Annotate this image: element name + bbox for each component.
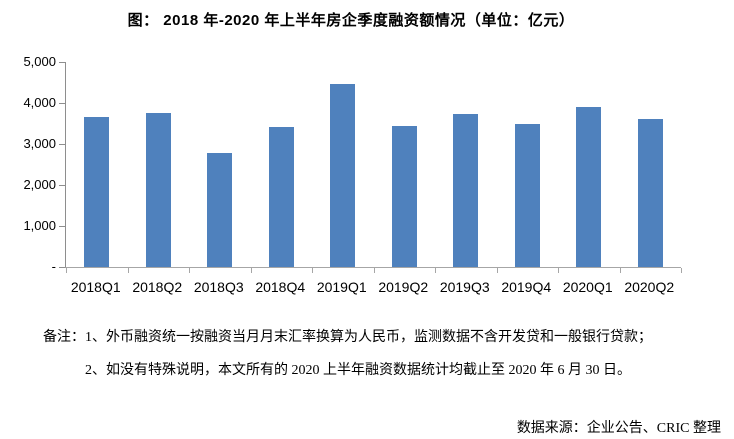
bar-2020Q1 (576, 107, 602, 267)
y-tick-mark-3000 (59, 144, 65, 145)
y-tick-label-2000: 2,000 (23, 177, 56, 192)
x-category-label-2018Q2: 2018Q2 (132, 279, 183, 295)
x-tick-mark-10 (681, 268, 682, 273)
x-tick-mark-2 (189, 268, 190, 273)
x-category-label-2018Q1: 2018Q1 (70, 279, 121, 295)
y-tick-mark-2000 (59, 185, 65, 186)
bar-2019Q1 (330, 84, 356, 267)
x-category-label-2018Q3: 2018Q3 (193, 279, 244, 295)
bar-2018Q3 (207, 153, 233, 267)
plot-area (59, 62, 682, 273)
y-tick-mark-1000 (59, 226, 65, 227)
x-category-label-2019Q4: 2019Q4 (501, 279, 552, 295)
x-tick-mark-4 (312, 268, 313, 273)
bar-2019Q4 (514, 123, 540, 267)
y-tick-mark-4000 (59, 103, 65, 104)
bar-2018Q1 (84, 116, 110, 267)
y-tick-mark-5000 (59, 62, 65, 63)
y-tick-label-3000: 3,000 (23, 136, 56, 151)
x-category-label-2018Q4: 2018Q4 (255, 279, 306, 295)
y-tick-label-1000: 1,000 (23, 218, 56, 233)
y-tick-mark-0 (59, 267, 65, 268)
x-tick-mark-1 (127, 268, 129, 273)
y-tick-label-4000: 4,000 (23, 95, 56, 110)
x-category-label-2019Q1: 2019Q1 (316, 279, 367, 295)
bar-2018Q4 (268, 127, 294, 267)
x-tick-mark-3 (250, 268, 252, 273)
bar-2020Q2 (637, 118, 663, 267)
data-source: 数据来源：企业公告、CRIC 整理 (516, 421, 721, 436)
x-tick-mark-6 (435, 268, 436, 273)
y-tick-label-5000: 5,000 (23, 54, 56, 69)
y-tick-label-0: - (51, 259, 56, 274)
x-tick-mark-8 (558, 268, 559, 273)
x-category-label-2020Q2: 2020Q2 (624, 279, 675, 295)
chart-title: 图： 2018 年-2020 年上半年房企季度融资额情况（单位：亿元） (127, 12, 575, 29)
bar-2019Q2 (391, 125, 417, 267)
note-line-1: 备注：1、外币融资统一按融资当月月末汇率换算为人民币，监测数据不含开发贷和一般银… (43, 330, 652, 345)
bar-2019Q3 (453, 113, 479, 267)
bar-2018Q2 (145, 112, 171, 267)
note-line-2: 2、如没有特殊说明，本文所有的 2020 上半年融资数据统计均截止至 2020 … (85, 363, 631, 378)
x-tick-mark-7 (496, 268, 498, 273)
x-category-label-2019Q3: 2019Q3 (439, 279, 490, 295)
x-tick-mark-5 (373, 268, 375, 273)
x-category-label-2019Q2: 2019Q2 (378, 279, 429, 295)
x-category-label-2020Q1: 2020Q1 (562, 279, 613, 295)
x-tick-mark-0 (66, 268, 67, 273)
x-tick-mark-9 (619, 268, 621, 273)
